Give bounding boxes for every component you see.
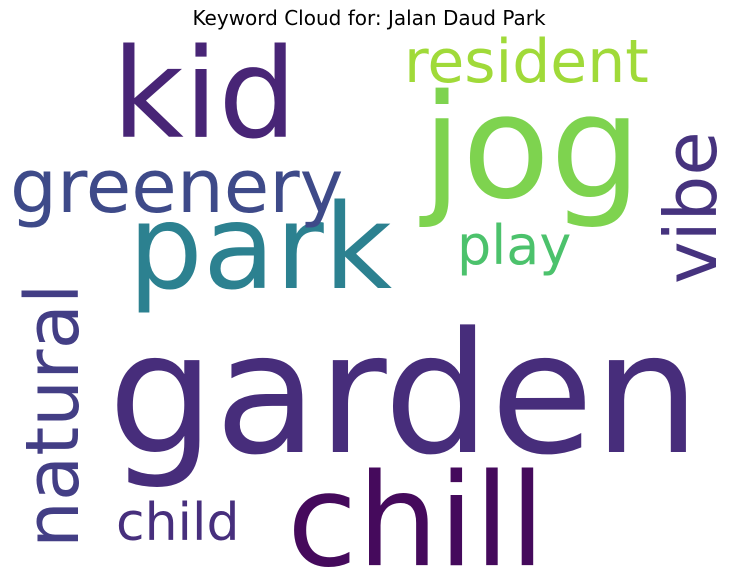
- word-chill: chill: [287, 447, 545, 583]
- chart-title: Keyword Cloud for: Jalan Daud Park: [192, 6, 546, 30]
- word-kid: kid: [112, 23, 297, 167]
- word-greenery: greenery: [10, 144, 343, 230]
- word-resident: resident: [404, 27, 649, 97]
- word-jog: jog: [419, 63, 642, 231]
- word-play: play: [457, 214, 571, 277]
- word-park: park: [128, 178, 392, 316]
- word-vibe: vibe: [649, 131, 733, 284]
- word-natural: natural: [10, 284, 96, 549]
- word-child: child: [116, 493, 239, 553]
- word-garden: garden: [108, 296, 700, 492]
